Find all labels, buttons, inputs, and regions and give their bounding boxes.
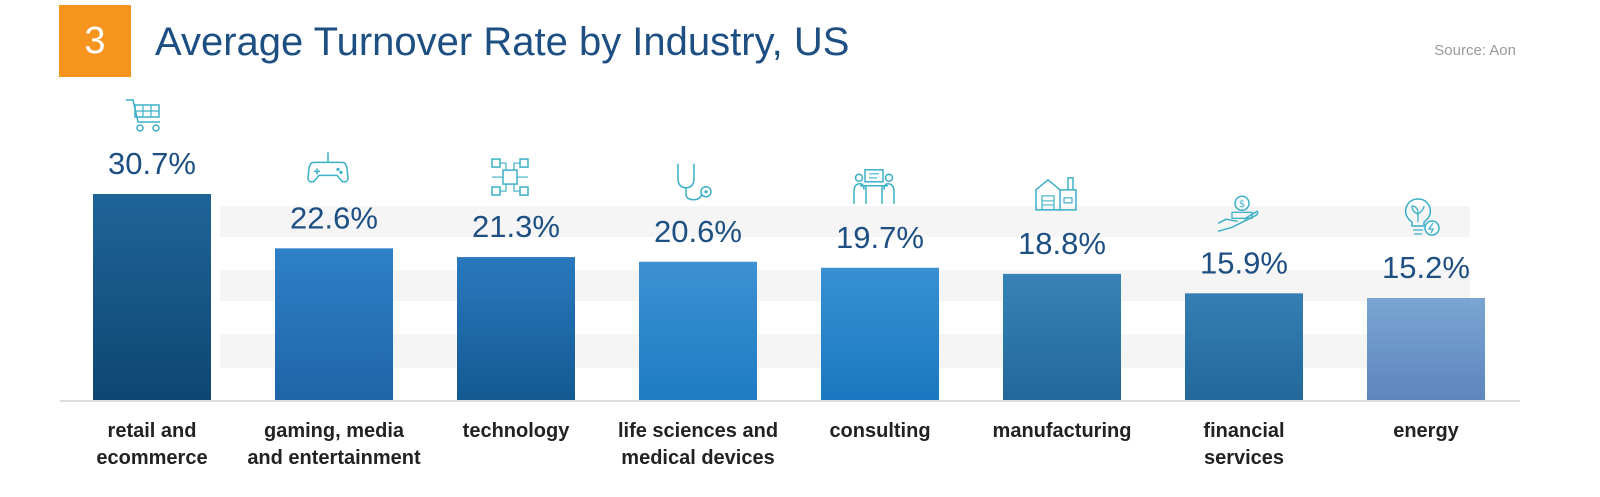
category-label: energy [1393, 420, 1459, 442]
hand-money-icon: $ [1217, 195, 1259, 233]
data-labels: 30.7% 22.6% 21.3% 20.6% 19.7% 18.8% 15.9% 15.2% [108, 146, 1470, 285]
category-label: and entertainment [247, 447, 421, 469]
bar [1185, 293, 1303, 400]
bar [457, 257, 575, 400]
category-label: ecommerce [96, 447, 207, 469]
data-label: 20.6% [654, 214, 742, 249]
category-label: medical devices [621, 447, 774, 469]
data-label: 30.7% [108, 146, 196, 181]
factory-icon [1035, 177, 1077, 211]
data-label: 15.9% [1200, 245, 1288, 280]
bar [821, 267, 939, 400]
source-note: Source: Aon [1434, 42, 1516, 59]
category-label: financial [1203, 420, 1284, 442]
category-label: life sciences and [618, 420, 778, 442]
consulting-meeting-icon [853, 169, 895, 204]
data-label: 18.8% [1018, 226, 1106, 261]
shopping-cart-icon [126, 99, 160, 132]
category-icons: $ [126, 99, 1440, 236]
chart-title: Average Turnover Rate by Industry, US [155, 20, 850, 64]
category-label: services [1204, 447, 1284, 469]
category-label: gaming, media [264, 420, 405, 442]
stethoscope-icon [677, 163, 712, 201]
category-labels: retail and ecommerce gaming, media and ente… [96, 420, 1459, 469]
category-label: manufacturing [993, 420, 1132, 442]
game-controller-icon [307, 152, 349, 183]
category-label: technology [463, 420, 571, 442]
bar [93, 194, 211, 400]
bar [275, 248, 393, 400]
category-label: consulting [829, 420, 930, 442]
bar [639, 261, 757, 400]
chart-number-badge: 3 [59, 5, 131, 77]
bar [1367, 298, 1485, 400]
data-label: 22.6% [290, 200, 378, 235]
lightbulb-energy-icon [1404, 198, 1440, 236]
svg-text:$: $ [1239, 199, 1245, 210]
data-label: 21.3% [472, 209, 560, 244]
bars [93, 194, 1485, 400]
data-label: 19.7% [836, 220, 924, 255]
background-band [220, 206, 1470, 237]
circuit-chip-icon [491, 158, 529, 196]
bar [1003, 273, 1121, 400]
category-label: retail and [108, 420, 197, 442]
data-label: 15.2% [1382, 250, 1470, 285]
